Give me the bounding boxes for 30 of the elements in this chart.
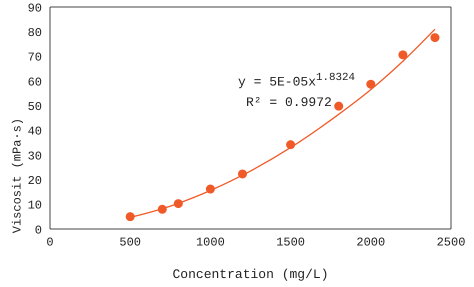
y-tick-label: 30: [28, 149, 42, 164]
y-tick-label: 60: [28, 75, 42, 90]
y-tick-label: 90: [28, 1, 42, 16]
point: [286, 140, 296, 150]
y-tick-label: 40: [28, 124, 42, 139]
x-tick-label: 1000: [196, 236, 225, 250]
point: [174, 199, 183, 208]
y-tick-label: 10: [28, 198, 42, 213]
x-tick-label: 2000: [356, 236, 386, 250]
x-tick-label: 500: [119, 236, 142, 250]
y-tick-label: 0: [34, 223, 42, 238]
point: [158, 204, 167, 214]
y-tick-label: 70: [28, 50, 42, 65]
x-tick-label: 0: [46, 236, 54, 250]
point: [366, 80, 376, 89]
y-tick-label: 80: [28, 26, 42, 40]
x-tick-label: 1500: [276, 236, 306, 250]
annotation: R² = 0.9972: [246, 95, 332, 110]
y-axis-title: Viscosit (mPa·s): [10, 118, 24, 234]
point: [334, 102, 344, 111]
point: [238, 169, 247, 178]
point: [206, 184, 215, 194]
annotation: y = 5E-05x$^{1.8324}$: [238, 72, 356, 90]
point: [398, 50, 408, 60]
point: [126, 212, 135, 222]
point: [430, 33, 440, 42]
y-tick-label: 20: [28, 174, 42, 188]
x-tick-label: 2500: [436, 236, 466, 250]
y-tick-label: 50: [28, 100, 42, 114]
x-axis-title: Concentration (mg/L): [172, 267, 329, 282]
